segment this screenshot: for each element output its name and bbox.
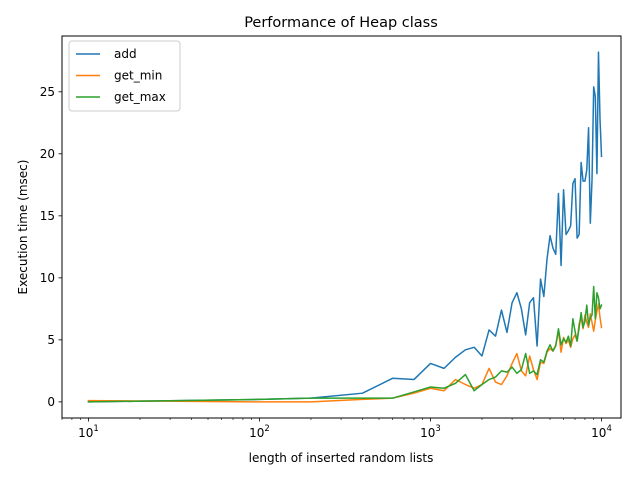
x-axis-ticks: 101 102 103 104 (61, 418, 612, 440)
x-axis-label: length of inserted random lists (249, 451, 434, 465)
y-tick-label: 5 (47, 333, 55, 347)
chart-title: Performance of Heap class (244, 15, 438, 31)
legend-label-get-min: get_min (114, 69, 162, 83)
y-axis-label: Execution time (msec) (16, 160, 30, 295)
legend-label-add: add (114, 47, 137, 61)
y-axis-ticks: 0 5 10 15 20 25 (40, 85, 62, 409)
x-tick-label: 104 (591, 424, 612, 440)
series-line-add (87, 51, 603, 403)
series-line-get-min (87, 303, 603, 403)
legend-box (68, 40, 181, 112)
axes-frame (61, 35, 622, 419)
legend-label-get-max: get_max (114, 90, 166, 104)
y-tick-label: 20 (40, 147, 55, 161)
legend: add get_min get_max (68, 40, 181, 112)
y-tick-label: 10 (40, 271, 55, 285)
x-tick-label: 103 (420, 424, 441, 440)
y-tick-label: 0 (47, 395, 55, 409)
y-tick-label: 15 (40, 209, 55, 223)
y-tick-label: 25 (40, 85, 55, 99)
series-layer (87, 51, 603, 403)
series-line-get-max (87, 285, 603, 403)
x-tick-label: 102 (249, 424, 270, 440)
x-tick-label: 101 (78, 424, 99, 440)
legend-items: add get_min get_max (76, 47, 166, 104)
